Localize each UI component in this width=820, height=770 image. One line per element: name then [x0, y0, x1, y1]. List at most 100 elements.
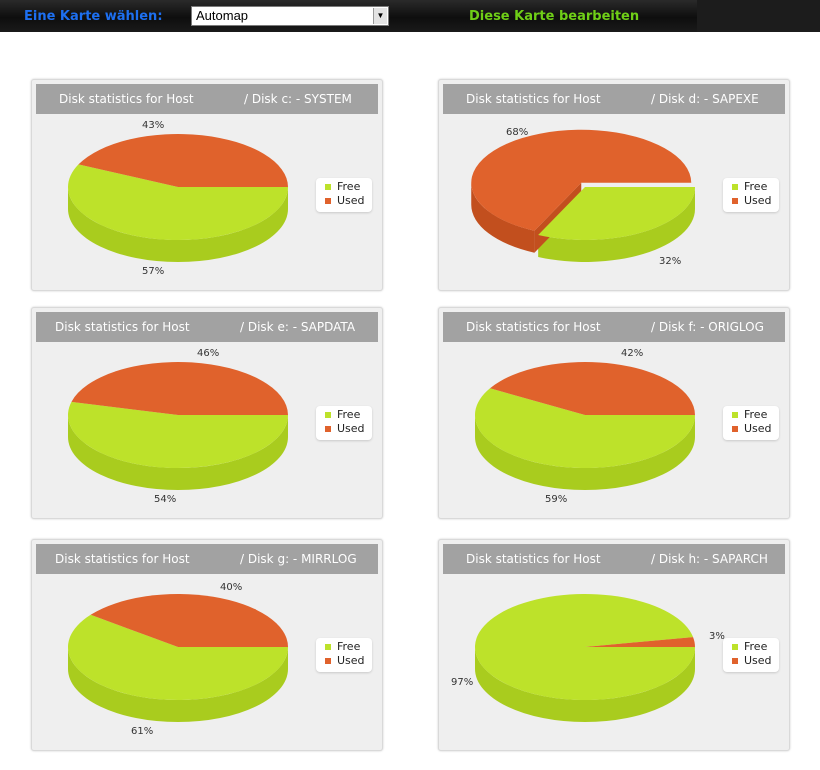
chart-legend: Free Used [723, 638, 779, 672]
chart-header: Disk statistics for Host / Disk f: - ORI… [443, 312, 785, 342]
pie-3d-group [474, 594, 695, 722]
disk-pie-chart: 59% 42% [475, 348, 695, 505]
legend-swatch-used [325, 426, 331, 432]
legend-swatch-free [732, 412, 738, 418]
edit-map-link[interactable]: Diese Karte bearbeiten [469, 9, 640, 24]
data-label-used: 43% [142, 120, 164, 131]
pie-slice-used [585, 637, 695, 647]
chart-title-prefix: Disk statistics for Host [466, 552, 601, 566]
legend-label-free: Free [337, 408, 361, 421]
pie-slice-used [78, 134, 288, 187]
legend-swatch-used [732, 426, 738, 432]
legend-swatch-free [325, 412, 331, 418]
chart-legend: Free Used [723, 178, 779, 212]
disk-pie-chart: 54% 46% [67, 348, 288, 505]
chart-header: Disk statistics for Host / Disk g: - MIR… [36, 544, 378, 574]
pie-side-free [68, 415, 288, 490]
pie-slice-free [474, 594, 695, 700]
map-select-label: Eine Karte wählen: [24, 9, 163, 24]
legend-label-free: Free [744, 408, 768, 421]
chart-title: / Disk h: - SAPARCH [651, 552, 768, 566]
legend-swatch-used [732, 658, 738, 664]
legend-label-free: Free [744, 180, 768, 193]
legend-label-free: Free [337, 180, 361, 193]
legend-label-used: Used [337, 194, 365, 207]
legend-swatch-used [325, 658, 331, 664]
data-label-used: 46% [197, 348, 219, 359]
pie-3d-group [67, 134, 288, 262]
legend-swatch-free [732, 184, 738, 190]
chart-title-prefix: Disk statistics for Host [55, 552, 190, 566]
disk-chart-panel: Disk statistics for Host / Disk d: - SAP… [438, 79, 790, 291]
disk-chart-panel: Disk statistics for Host / Disk h: - SAP… [438, 539, 790, 751]
chart-title: / Disk d: - SAPEXE [651, 92, 759, 106]
legend-label-used: Used [744, 422, 772, 435]
pie-slice-used [71, 362, 288, 415]
legend-label-free: Free [744, 640, 768, 653]
pie-side-free [68, 647, 288, 722]
data-label-used: 40% [220, 582, 242, 593]
pie-3d-group [67, 594, 289, 722]
disk-chart-panel: Disk statistics for Host / Disk g: - MIR… [31, 539, 383, 751]
chart-legend: Free Used [316, 406, 372, 440]
pie-3d-group [471, 129, 695, 262]
chart-title: / Disk f: - ORIGLOG [651, 320, 764, 334]
pie-side-free [475, 647, 695, 722]
chart-header: Disk statistics for Host / Disk h: - SAP… [443, 544, 785, 574]
disk-pie-chart: 57% 43% [67, 120, 288, 277]
legend-swatch-used [732, 198, 738, 204]
chevron-down-icon[interactable]: ▼ [373, 8, 387, 24]
pie-slice-used [90, 594, 289, 647]
chart-header: Disk statistics for Host / Disk e: - SAP… [36, 312, 378, 342]
pie-side-used [471, 182, 535, 253]
disk-pie-chart: 97% 3% [451, 594, 725, 722]
disk-chart-panel: Disk statistics for Host / Disk c: - SYS… [31, 79, 383, 291]
pie-3d-group [67, 362, 288, 490]
disk-pie-chart: 61% 40% [67, 582, 289, 737]
pie-slice-used [471, 129, 692, 231]
chart-legend: Free Used [723, 406, 779, 440]
legend-swatch-free [325, 644, 331, 650]
data-label-free: 59% [545, 494, 567, 505]
chart-title: / Disk g: - MIRRLOG [240, 552, 357, 566]
pie-slice-used [490, 362, 695, 415]
pie-3d-group [475, 362, 695, 490]
legend-label-used: Used [337, 654, 365, 667]
chart-header: Disk statistics for Host / Disk d: - SAP… [443, 84, 785, 114]
chart-legend: Free Used [316, 178, 372, 212]
pie-slice-free [67, 401, 288, 468]
data-label-free: 57% [142, 266, 164, 277]
data-label-free: 97% [451, 677, 473, 688]
chart-title-prefix: Disk statistics for Host [466, 92, 601, 106]
data-label-free: 61% [131, 726, 153, 737]
top-toolbar: Eine Karte wählen: Automap ▼ Diese Karte… [0, 0, 820, 32]
pie-side-free [475, 415, 695, 490]
pie-slice-free [67, 614, 288, 700]
disk-pie-chart: 32% 68% [471, 127, 695, 267]
map-select-dropdown[interactable]: Automap ▼ [191, 6, 389, 26]
legend-swatch-free [732, 644, 738, 650]
pie-side-free [538, 187, 695, 262]
chart-header: Disk statistics for Host / Disk c: - SYS… [36, 84, 378, 114]
chart-legend: Free Used [316, 638, 372, 672]
data-label-free: 32% [659, 256, 681, 267]
chart-title-prefix: Disk statistics for Host [466, 320, 601, 334]
data-label-used: 68% [506, 127, 528, 138]
legend-label-used: Used [337, 422, 365, 435]
chart-title-prefix: Disk statistics for Host [55, 320, 190, 334]
legend-swatch-used [325, 198, 331, 204]
pie-slice-free [475, 388, 695, 468]
disk-chart-panel: Disk statistics for Host / Disk e: - SAP… [31, 307, 383, 519]
pie-slice-free [67, 164, 288, 241]
legend-label-used: Used [744, 654, 772, 667]
data-label-free: 54% [154, 494, 176, 505]
data-label-used: 42% [621, 348, 643, 359]
disk-chart-panel: Disk statistics for Host / Disk f: - ORI… [438, 307, 790, 519]
toolbar-right-segment [697, 0, 820, 32]
map-select-value: Automap [196, 8, 249, 23]
data-label-used: 3% [709, 631, 725, 642]
pie-slice-free [538, 187, 695, 240]
legend-label-used: Used [744, 194, 772, 207]
legend-label-free: Free [337, 640, 361, 653]
pie-side-free [68, 187, 288, 262]
